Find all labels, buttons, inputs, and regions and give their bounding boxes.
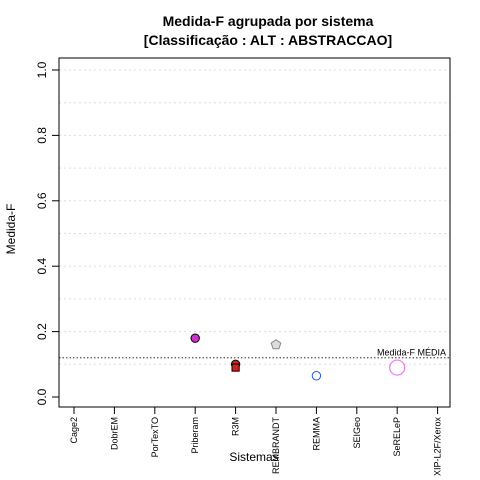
y-axis-label: Medida-F <box>4 204 18 255</box>
data-point <box>231 363 240 372</box>
x-tick-label: DobrEM <box>109 417 119 450</box>
chart-title: Medida-F agrupada por sistema <box>163 13 374 29</box>
x-axis: Cage2 DobrEM PorTexTO Priberam R3M REMBRANDT R… <box>69 407 443 476</box>
x-axis-label: Sistemas <box>229 450 278 464</box>
y-tick-label: 0.0 <box>35 388 49 405</box>
x-tick-label: SEIGeo <box>352 417 362 449</box>
mean-line-group: Medida-F MÉDIA <box>59 347 450 359</box>
y-axis: 0.0 0.2 0.4 0.6 0.8 1.0 <box>35 61 59 405</box>
x-tick-label: Priberam <box>190 417 200 454</box>
x-tick-label: PorTexTO <box>150 417 160 457</box>
x-tick-label: R3M <box>231 417 241 436</box>
y-tick-label: 0.2 <box>35 323 49 340</box>
data-points <box>190 333 406 381</box>
mean-line-label: Medida-F MÉDIA <box>377 347 446 357</box>
chart-subtitle: [Classificação : ALT : ABSTRACCAO] <box>144 32 392 48</box>
data-point <box>311 371 322 381</box>
data-point <box>270 339 282 350</box>
x-tick-label: XIP-L2F/Xerox <box>433 417 443 477</box>
plot-frame <box>58 57 451 408</box>
grid-lines <box>59 69 450 365</box>
y-tick-label: 1.0 <box>35 61 49 78</box>
y-tick-label: 0.4 <box>35 258 49 275</box>
x-tick-label: SeRELeP <box>392 417 402 457</box>
x-tick-label: Cage2 <box>69 417 79 444</box>
data-point <box>389 359 406 376</box>
x-tick-label: REMMA <box>311 417 321 451</box>
x-tick-label: REMBRANDT <box>271 417 281 475</box>
y-tick-label: 0.6 <box>35 192 49 209</box>
data-point <box>190 333 200 343</box>
y-tick-label: 0.8 <box>35 127 49 144</box>
